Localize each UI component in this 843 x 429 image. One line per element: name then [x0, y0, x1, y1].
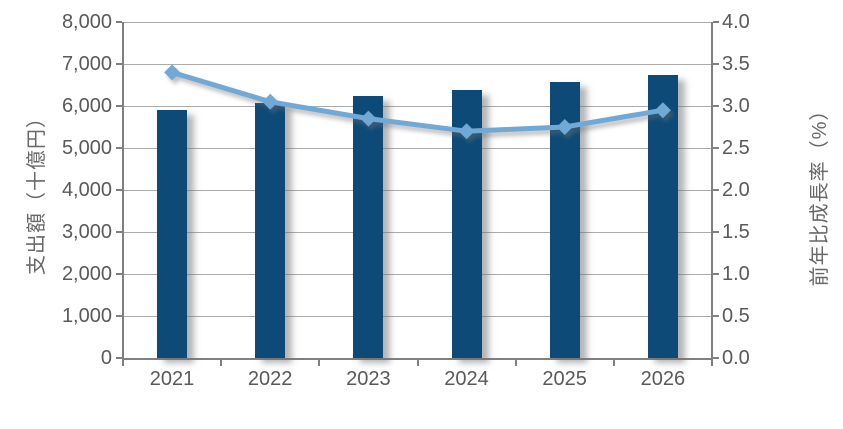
diamond-marker-2025 [556, 119, 573, 135]
right-tick-label: 1.0 [722, 263, 750, 285]
left-tick-label: 4,000 [61, 179, 112, 201]
bar-2026 [647, 74, 678, 358]
bottom-axis-line [122, 358, 713, 360]
diamond-marker-2023 [360, 110, 377, 127]
gridline [123, 315, 712, 317]
right-tick-label: 2.5 [722, 137, 750, 159]
tick-mark [220, 360, 223, 366]
diamond-marker-2022 [262, 93, 279, 110]
tick-mark [416, 360, 419, 366]
left-tick-label: 1,000 [61, 305, 112, 327]
gridline [123, 147, 712, 149]
tick-mark [318, 360, 321, 366]
gridline [123, 273, 712, 275]
tick-mark [116, 21, 122, 23]
left-tick-label: 8,000 [61, 11, 112, 33]
tick-mark [713, 189, 719, 191]
gridline [123, 231, 712, 233]
x-tick-label-2024: 2024 [444, 368, 489, 390]
tick-mark [713, 147, 719, 149]
tick-mark [116, 63, 122, 65]
left-axis-line [122, 22, 124, 360]
x-tick-label-2023: 2023 [346, 368, 391, 390]
right-tick-label: 3.5 [722, 53, 750, 75]
tick-mark [116, 105, 122, 107]
left-tick-label: 2,000 [61, 263, 112, 285]
tick-mark [116, 231, 122, 233]
tick-mark [116, 357, 122, 359]
line-series [164, 64, 671, 140]
tick-mark [612, 360, 615, 366]
x-tick-label-2022: 2022 [247, 368, 293, 390]
tick-mark [713, 21, 719, 23]
tick-mark [116, 273, 122, 275]
tick-mark [116, 315, 122, 317]
gridline [123, 189, 712, 191]
tick-mark [713, 231, 719, 233]
left-tick-label: 3,000 [61, 221, 112, 243]
left-tick-label: 7,000 [61, 53, 112, 75]
diamond-marker-2021 [164, 64, 181, 81]
gridline [123, 63, 712, 65]
bar-2022 [255, 103, 286, 358]
tick-mark [122, 360, 124, 366]
gridline [123, 105, 712, 107]
right-tick-label: 0.5 [722, 305, 750, 327]
right-tick-label: 0.0 [722, 347, 750, 369]
tick-mark [713, 105, 719, 107]
x-tick-label-2026: 2026 [640, 368, 686, 390]
x-tick-label-2021: 2021 [149, 368, 195, 390]
right-tick-label: 2.0 [722, 179, 750, 201]
growth-line [171, 70, 664, 134]
tick-mark [713, 357, 719, 359]
tick-mark [713, 63, 719, 65]
tick-mark [713, 273, 719, 275]
right-tick-label: 1.5 [722, 221, 750, 243]
left-tick-label: 5,000 [61, 137, 112, 159]
left-tick-label: 6,000 [61, 95, 112, 117]
right-axis-title: 前年比成長率（%） [809, 99, 831, 287]
bar-2021 [157, 110, 188, 358]
gridline [123, 21, 712, 23]
left-tick-label: 0 [100, 347, 112, 369]
right-tick-label: 3.0 [722, 95, 750, 117]
tick-mark [116, 189, 122, 191]
diamond-marker-2024 [458, 123, 475, 140]
diamond-marker-2026 [654, 102, 671, 119]
x-tick-label-2025: 2025 [542, 368, 587, 390]
right-tick-label: 4.0 [722, 11, 750, 33]
right-axis-line [711, 22, 713, 364]
tick-mark [713, 315, 719, 317]
tick-mark [711, 360, 713, 366]
bar-2023 [353, 96, 384, 358]
tick-mark [514, 360, 517, 366]
plot-area [116, 21, 719, 366]
tick-mark [116, 147, 122, 149]
